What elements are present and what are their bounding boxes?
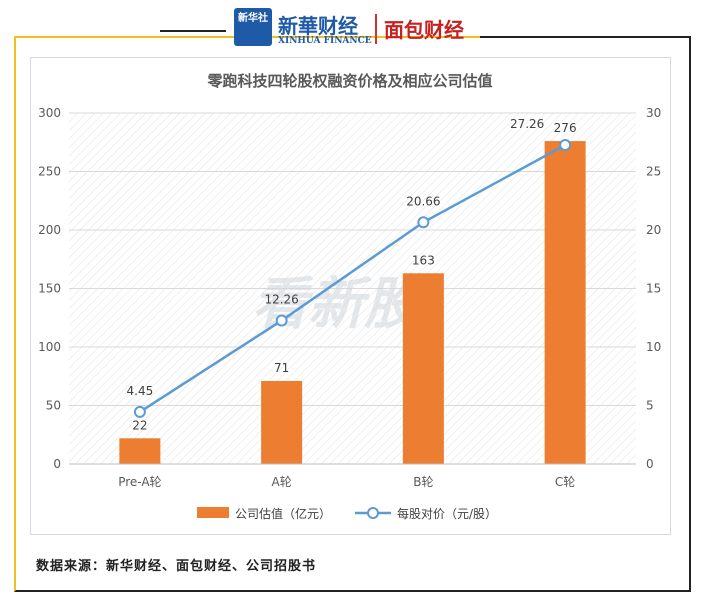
y-left-tick-label: 0 (53, 457, 61, 471)
x-tick-label: B轮 (413, 475, 433, 489)
chart-title: 零跑科技四轮股权融资价格及相应公司估值 (206, 72, 492, 90)
y-right-tick-label: 20 (646, 223, 661, 237)
legend-line-label: 每股对价（元/股） (397, 506, 497, 521)
y-left-tick-label: 300 (38, 106, 61, 120)
y-left-tick-label: 250 (38, 165, 61, 179)
price-point (133, 405, 146, 418)
y-left-tick-label: 100 (38, 340, 61, 354)
mianbao-logo: 面包财经 (384, 18, 464, 42)
price-value-label: 20.66 (406, 194, 440, 208)
outer-frame (14, 36, 691, 592)
bar-value-label: 276 (554, 121, 577, 135)
logo-separator (375, 14, 377, 44)
bar-value-label: 22 (132, 418, 147, 432)
x-tick-label: C轮 (555, 475, 575, 489)
y-right-tick-label: 15 (646, 282, 661, 296)
y-right-tick-label: 30 (646, 106, 661, 120)
bar-value-label: 163 (412, 253, 435, 267)
xinhua-badge-text: 新华社 (238, 13, 268, 24)
price-value-label: 27.26 (510, 117, 544, 131)
xinhua-finance-title: 新華财经 (278, 14, 358, 38)
bar (544, 141, 586, 464)
price-point (559, 139, 572, 152)
chart-container: 零跑科技四轮股权融资价格及相应公司估值 看新股 22 71 163 276 4.45 1… (30, 57, 671, 535)
bar (119, 438, 161, 464)
price-point (275, 314, 288, 327)
header-rule-right (480, 36, 691, 38)
y-left-tick-label: 50 (46, 399, 61, 413)
legend-bar-swatch (197, 507, 229, 518)
legend-bar-label: 公司估值（亿元） (235, 506, 331, 521)
x-tick-label: Pre-A轮 (118, 475, 161, 489)
bar-value-label: 71 (274, 361, 289, 375)
bar (261, 380, 303, 464)
xinhua-finance-en: XINHUA FINANCE (278, 36, 372, 46)
y-right-tick-label: 0 (646, 457, 654, 471)
y-right-tick-label: 25 (646, 165, 661, 179)
price-line (139, 143, 566, 413)
price-value-label: 12.26 (264, 293, 298, 307)
y-right-tick-label: 5 (646, 399, 654, 413)
y-right-tick-label: 10 (646, 340, 661, 354)
price-point (417, 216, 430, 229)
legend-line-marker (367, 507, 379, 519)
price-value-label: 4.45 (127, 384, 154, 398)
header-rule-left (160, 30, 226, 32)
data-source-note: 数据来源：新华财经、面包财经、公司招股书 (36, 559, 317, 574)
x-tick-label: A轮 (272, 475, 292, 489)
y-left-tick-label: 150 (38, 282, 61, 296)
bar (402, 273, 444, 464)
xinhua-logo: 新华社 (234, 8, 272, 46)
y-left-tick-label: 200 (38, 223, 61, 237)
